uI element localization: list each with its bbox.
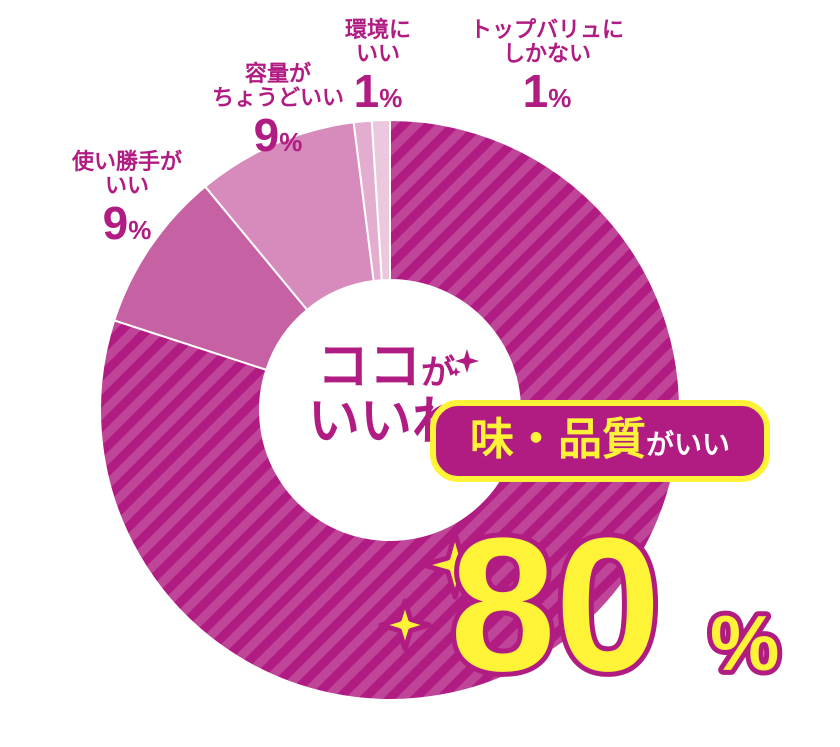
slice-label-usability: 使い勝手が いい 9% [72, 150, 182, 249]
donut-chart: 使い勝手が いい 9% 容量が ちょうどいい 9% 環境に いい 1% トップバ… [0, 0, 840, 747]
main-callout: 味・品質がいい [430, 400, 770, 482]
svg-text:80: 80 [450, 499, 660, 711]
big-percentage-svg: 80% [450, 490, 840, 720]
slice-label-environment: 環境に いい 1% [345, 18, 411, 117]
main-percentage: 80% [450, 490, 840, 720]
sparkle-icon [452, 346, 482, 376]
slice-label-volume: 容量が ちょうどいい 9% [212, 62, 344, 161]
svg-text:%: % [710, 599, 779, 687]
callout-box: 味・品質がいい [430, 400, 770, 482]
slice-label-exclusive: トップバリュに しかない 1% [470, 18, 624, 117]
